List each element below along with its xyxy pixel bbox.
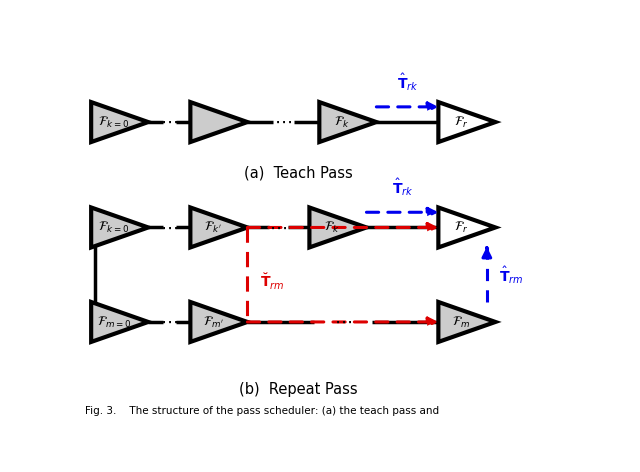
- Text: Fig. 3.    The structure of the pass scheduler: (a) the teach pass and: Fig. 3. The structure of the pass schedu…: [85, 406, 439, 416]
- Polygon shape: [91, 302, 148, 342]
- Text: $\cdots$: $\cdots$: [269, 219, 287, 236]
- Polygon shape: [91, 102, 148, 142]
- Polygon shape: [438, 102, 495, 142]
- Text: $\breve{\mathbf{T}}_{rm}$: $\breve{\mathbf{T}}_{rm}$: [260, 272, 284, 292]
- Text: $\hat{\mathbf{T}}_{rm}$: $\hat{\mathbf{T}}_{rm}$: [499, 264, 524, 286]
- Polygon shape: [309, 208, 367, 247]
- Text: $\mathcal{F}_{m=0}$: $\mathcal{F}_{m=0}$: [97, 314, 131, 329]
- Text: $\mathcal{F}_{k}$: $\mathcal{F}_{k}$: [334, 115, 350, 130]
- Text: $\mathcal{F}_{m}$: $\mathcal{F}_{m}$: [452, 314, 470, 329]
- Text: $\cdots$: $\cdots$: [334, 313, 352, 331]
- Polygon shape: [319, 102, 376, 142]
- Text: $\cdots$: $\cdots$: [275, 113, 292, 131]
- Text: $\mathcal{F}_{r}$: $\mathcal{F}_{r}$: [454, 220, 468, 235]
- Text: $\mathcal{F}_{k^{\prime}}$: $\mathcal{F}_{k^{\prime}}$: [204, 220, 222, 235]
- Polygon shape: [190, 102, 248, 142]
- Polygon shape: [91, 208, 148, 247]
- Text: $\cdots$: $\cdots$: [160, 219, 179, 236]
- Text: $\cdots$: $\cdots$: [160, 113, 179, 131]
- Text: $\mathcal{F}_{m^{\prime}}$: $\mathcal{F}_{m^{\prime}}$: [203, 314, 223, 329]
- Polygon shape: [438, 302, 495, 342]
- Text: $\mathcal{F}_{r}$: $\mathcal{F}_{r}$: [454, 115, 468, 130]
- Polygon shape: [190, 208, 248, 247]
- Text: $\mathcal{F}_{k}$: $\mathcal{F}_{k}$: [324, 220, 340, 235]
- Text: $\hat{\mathbf{T}}_{rk}$: $\hat{\mathbf{T}}_{rk}$: [392, 177, 413, 198]
- Text: $\cdots$: $\cdots$: [160, 313, 179, 331]
- Polygon shape: [438, 208, 495, 247]
- Polygon shape: [190, 302, 248, 342]
- Text: (a)  Teach Pass: (a) Teach Pass: [244, 166, 353, 180]
- Text: $\mathcal{F}_{k=0}$: $\mathcal{F}_{k=0}$: [99, 220, 129, 235]
- Text: $\hat{\mathbf{T}}_{rk}$: $\hat{\mathbf{T}}_{rk}$: [397, 71, 418, 93]
- Text: $\mathcal{F}_{k=0}$: $\mathcal{F}_{k=0}$: [99, 115, 129, 130]
- Text: (b)  Repeat Pass: (b) Repeat Pass: [239, 382, 358, 396]
